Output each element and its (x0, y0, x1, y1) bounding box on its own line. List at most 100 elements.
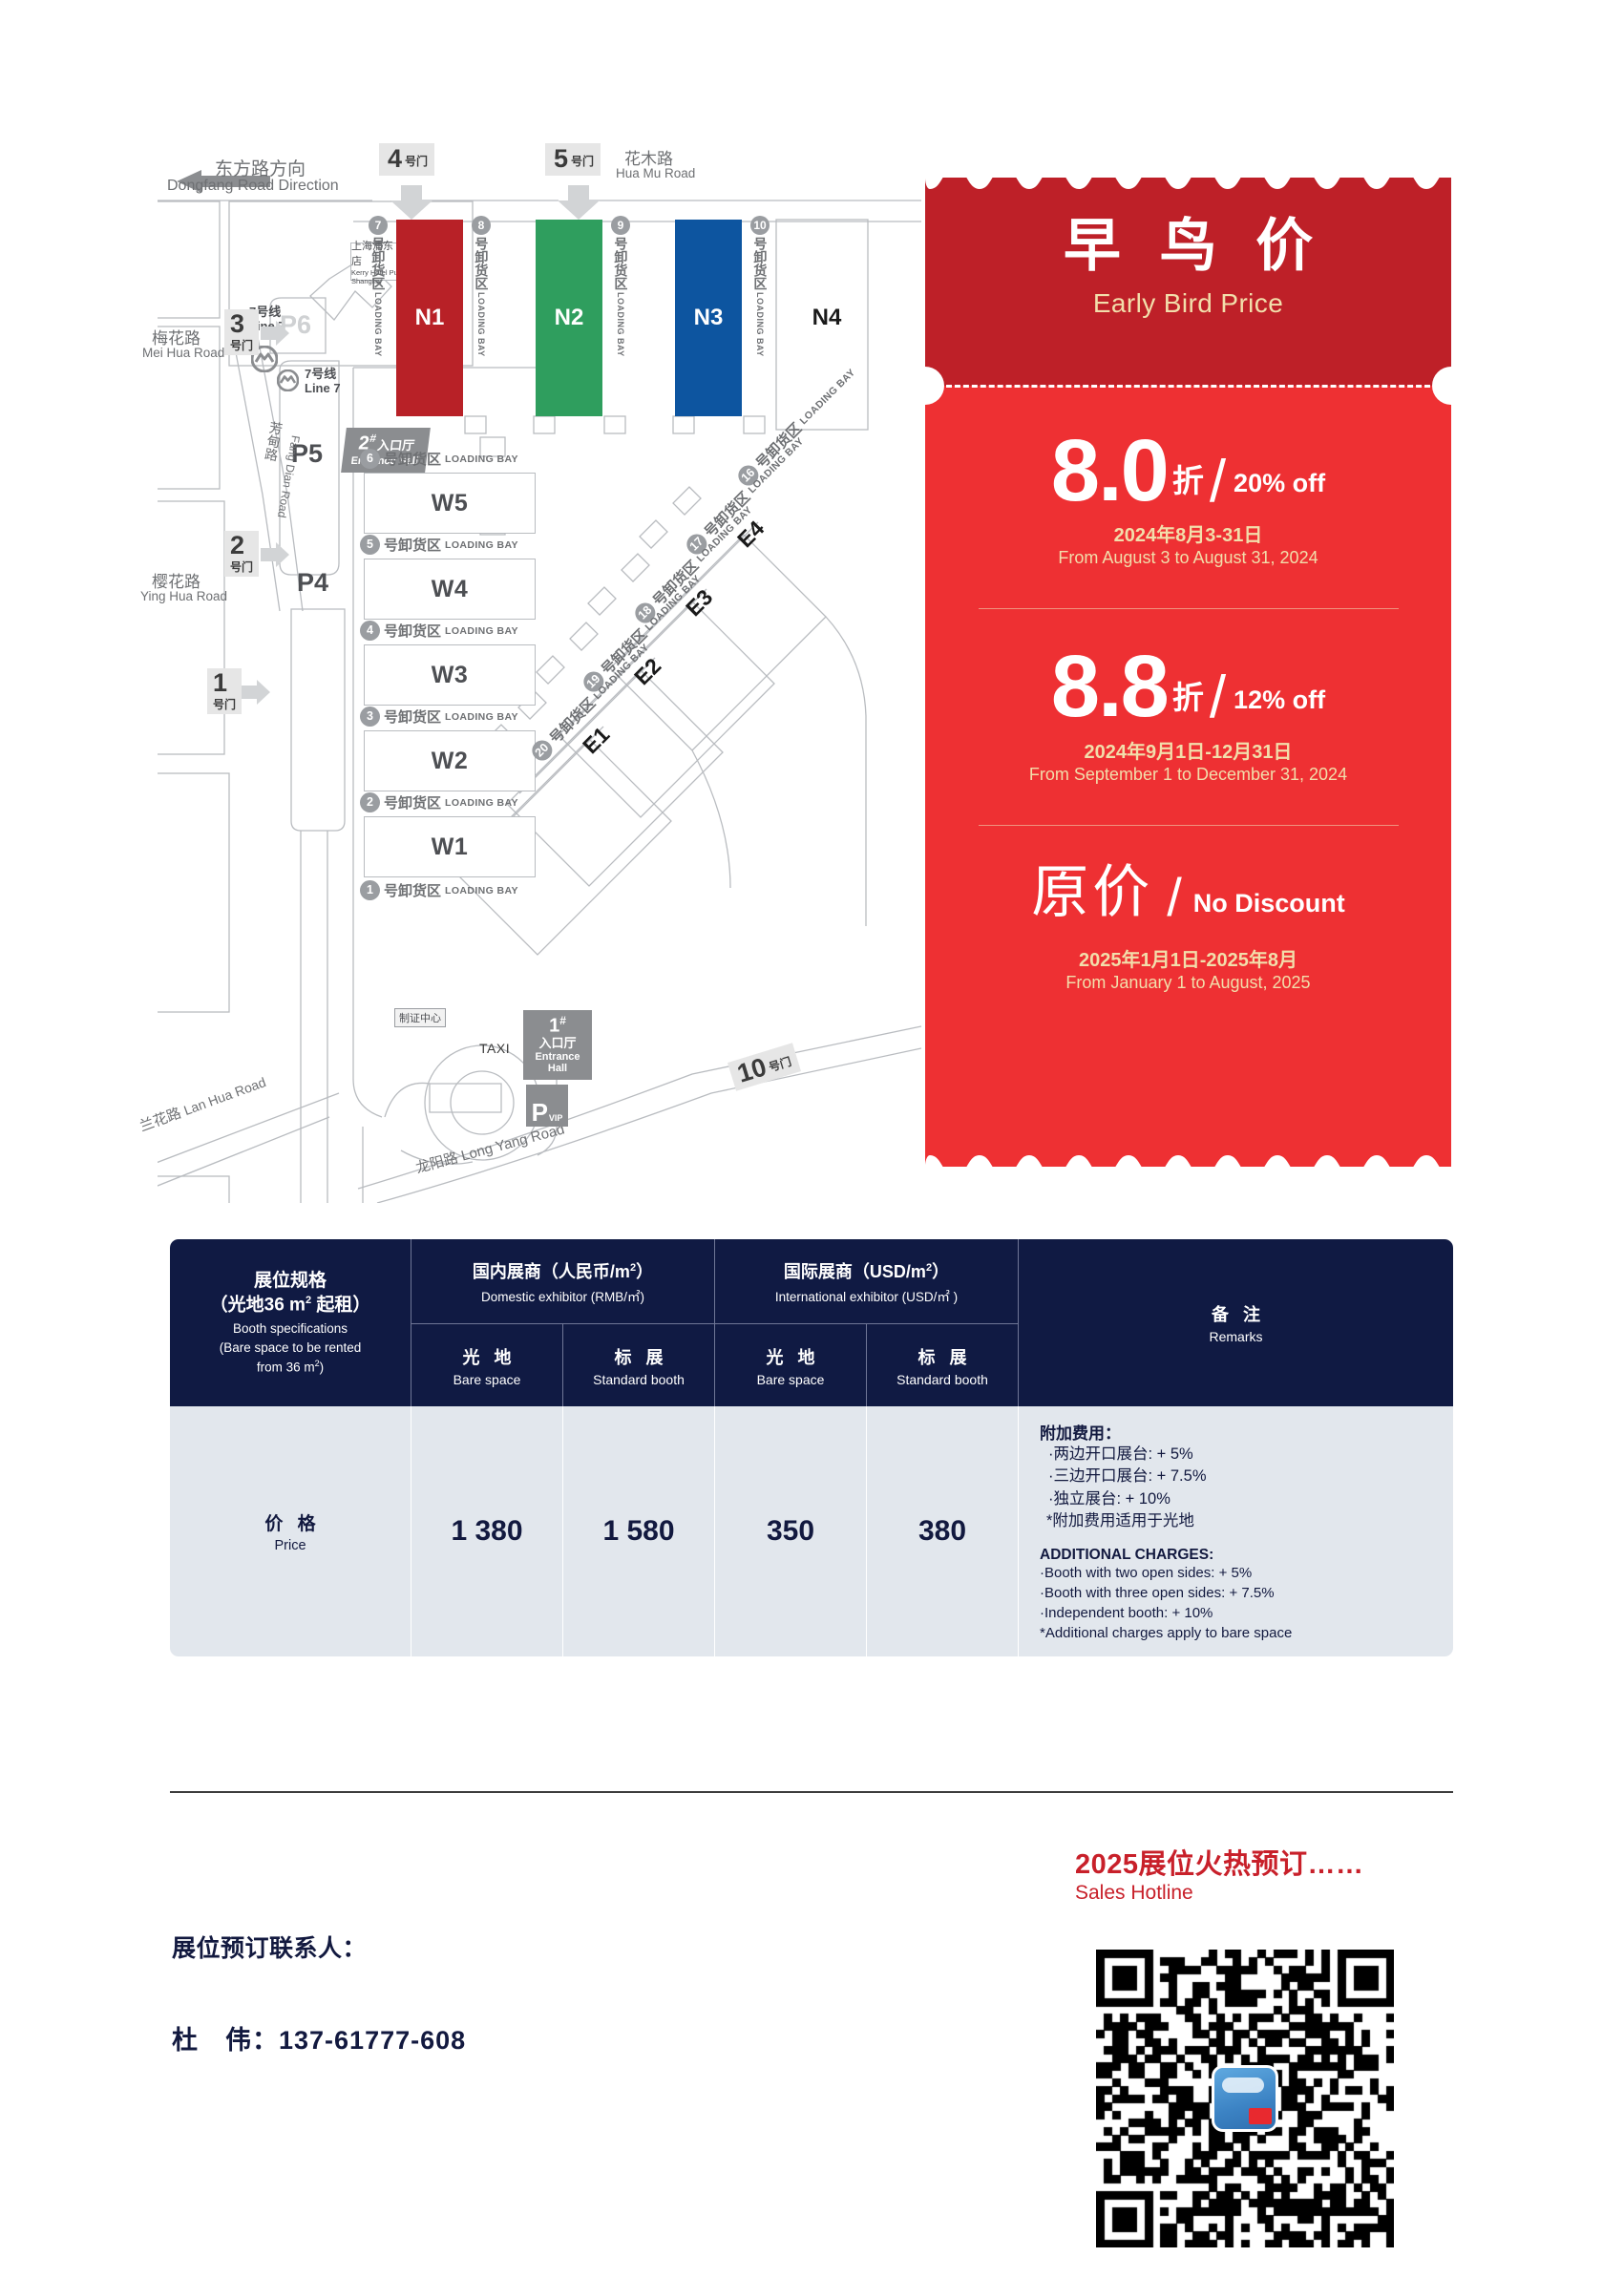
road-ying-hua-zh: 樱花路 (152, 573, 200, 591)
header-remarks: 备 注 Remarks (1209, 1305, 1265, 1344)
road-ying-hua-en: Ying Hua Road (140, 589, 228, 603)
header-spec-en-3: from 36 m2) (256, 1359, 325, 1375)
cell-remarks: 附加费用： ·两边开口展台: + 5% ·三边开口展台: + 7.5% ·独立展… (1019, 1406, 1453, 1656)
sales-hotline-zh: 2025展位火热预订…… (1075, 1849, 1364, 1880)
coupon-title-zh: 早 鸟 价 (1063, 214, 1325, 278)
cell-international-standard-booth: 380 (867, 1406, 1019, 1656)
sales-hotline-en: Sales Hotline (1075, 1882, 1193, 1904)
cell-domestic-standard-booth: 1 580 (563, 1406, 715, 1656)
loading-bay-6: 6 号卸货区 LOADING BAY (360, 449, 518, 469)
header-international-zh: 国际展商（USD/m2） (783, 1261, 950, 1281)
direction-label-en: Dongfang Road Direction (167, 178, 339, 194)
parking-vip: P VIP (526, 1085, 568, 1127)
gate-3-arrow-icon (261, 321, 289, 346)
hall-n4: N4 (812, 305, 842, 330)
coupon-divider-2 (978, 824, 1399, 826)
road-hua-mu-zh: 花木路 (624, 150, 673, 168)
loading-bay-10: 10 号卸货区 LOADING BAY (748, 216, 772, 357)
hall-w4: W4 (364, 559, 536, 620)
gate-1-arrow-icon (242, 680, 270, 705)
remark-en-item: ·Booth with two open sides: + 5% (1040, 1565, 1253, 1582)
header-domestic-bare-space: 光 地 Bare space (453, 1347, 521, 1387)
coupon-notch-right (1432, 367, 1470, 405)
header-domestic-zh: 国内展商（人民币/m2） (472, 1261, 654, 1281)
contact-label: 展位预订联系人： (172, 1935, 368, 1962)
header-booth-specifications: 展位规格 （光地36 m2 起租） Booth specifications (… (170, 1239, 411, 1406)
hall-n1: N1 (396, 220, 463, 416)
cell-international-bare-space: 350 (715, 1406, 867, 1656)
metro-icon (251, 346, 278, 372)
hall-w5: W5 (364, 473, 536, 534)
header-spec-zh-2: （光地36 m2 起租） (209, 1294, 371, 1316)
road-mei-hua-zh: 梅花路 (152, 329, 200, 348)
offer-early-bird-88: 8.8 折 / 12% off 2024年9月1日-12月31日 From Se… (1028, 638, 1348, 784)
badge-center: 制证中心 (394, 1008, 446, 1027)
direction-arrow-shape (177, 170, 270, 193)
cloud-icon (1222, 2078, 1264, 2093)
hall-w2: W2 (364, 730, 536, 791)
header-price-groups: 国内展商（人民币/m2） Domestic exhibitor (RMB/㎡) … (411, 1239, 1019, 1406)
pricing-table: 展位规格 （光地36 m2 起租） Booth specifications (… (170, 1239, 1453, 1656)
remark-zh-item: *附加费用适用于光地 (1046, 1512, 1194, 1530)
map-base-lines (158, 170, 921, 1203)
parking-p4: P4 (297, 568, 329, 597)
hall-n3: N3 (675, 220, 742, 416)
footer-divider (170, 1791, 1453, 1793)
flag-icon (1249, 2108, 1272, 2124)
road-mei-hua-en: Mei Hua Road (142, 346, 225, 360)
loading-bay-9: 9 号卸货区 LOADING BAY (608, 216, 633, 357)
table-row: 价 格 Price 1 380 1 580 350 380 附加费用： ·两边开… (170, 1406, 1453, 1656)
gate-2[interactable]: 2 号门 (224, 531, 260, 577)
offer-no-discount: 原价 / No Discount 2025年1月1日-2025年8月 From … (1031, 859, 1345, 992)
header-international-bare-space: 光 地 Bare space (714, 1324, 866, 1406)
header-international-exhibitor: 国际展商（USD/m2） International exhibitor (US… (714, 1239, 1018, 1323)
parking-p5: P5 (291, 439, 324, 468)
coupon-perforation (946, 385, 1430, 388)
cell-price-label: 价 格 Price (170, 1406, 411, 1656)
remark-zh-item: ·独立展台: + 10% (1048, 1489, 1171, 1508)
remark-zh-item: ·三边开口展台: + 7.5% (1048, 1467, 1207, 1486)
venue-map: 东方路方向 Dongfang Road Direction 4 号门 5 号门 … (137, 143, 921, 1203)
coupon-notch-left (906, 367, 944, 405)
loading-bay-5: 5 号卸货区 LOADING BAY (360, 535, 518, 555)
metro-icon-2 (277, 369, 299, 391)
hall-w3: W3 (364, 644, 536, 706)
early-bird-coupon: 早 鸟 价 Early Bird Price 8.0 折 / 20% off 2… (906, 164, 1470, 1180)
loading-bay-4: 4 号卸货区 LOADING BAY (360, 621, 518, 641)
contact-person: 杜 伟：137-61777-608 (172, 2026, 467, 2055)
coupon-header: 早 鸟 价 Early Bird Price (925, 178, 1451, 386)
table-header-row: 展位规格 （光地36 m2 起租） Booth specifications (… (170, 1239, 1453, 1406)
loading-bay-3: 3 号卸货区 LOADING BAY (360, 707, 518, 727)
offer-early-bird-80: 8.0 折 / 20% off 2024年8月3-31日 From August… (1050, 422, 1326, 568)
coupon-title-en: Early Bird Price (1092, 288, 1284, 318)
remark-en-item: ·Independent booth: + 10% (1040, 1604, 1213, 1621)
wechat-qr-code[interactable] (1096, 1950, 1394, 2247)
remark-zh-item: ·两边开口展台: + 5% (1048, 1445, 1193, 1463)
gate-5[interactable]: 5 号门 (545, 143, 601, 176)
loading-bay-1: 1 号卸货区 LOADING BAY (360, 880, 518, 900)
hall-w1: W1 (364, 816, 536, 877)
remark-en-item: ·Booth with three open sides: + 7.5% (1040, 1585, 1275, 1602)
cell-domestic-bare-space: 1 380 (411, 1406, 563, 1656)
coupon-divider-1 (978, 608, 1399, 610)
gate-2-arrow-icon (261, 542, 289, 567)
gate-3[interactable]: 3 号门 (224, 309, 260, 355)
header-international-standard-booth: 标 展 Standard booth (866, 1324, 1018, 1406)
header-domestic-standard-booth: 标 展 Standard booth (562, 1324, 714, 1406)
coupon-body: 8.0 折 / 20% off 2024年8月3-31日 From August… (925, 386, 1451, 1167)
scallop-bottom-edge (925, 1155, 1451, 1180)
direction-label-zh: 东方路方向 (215, 159, 306, 179)
entrance-hall-1[interactable]: 1# 入口厅 Entrance Hall (523, 1010, 592, 1080)
taxi-label: TAXI (479, 1041, 511, 1056)
road-hua-mu-en: Hua Mu Road (616, 166, 696, 180)
loading-bay-7: 7 号卸货区 LOADING BAY (366, 216, 390, 357)
scallop-top-edge (925, 164, 1451, 189)
gate-4[interactable]: 4 号门 (379, 143, 435, 176)
gate-1[interactable]: 1 号门 (207, 668, 243, 714)
qr-logo-icon (1212, 2065, 1278, 2132)
loading-bay-8: 8 号卸货区 LOADING BAY (469, 216, 494, 357)
hall-n2: N2 (536, 220, 602, 416)
remark-en-item: *Additional charges apply to bare space (1040, 1624, 1293, 1641)
loading-bay-2: 2 号卸货区 LOADING BAY (360, 792, 518, 812)
